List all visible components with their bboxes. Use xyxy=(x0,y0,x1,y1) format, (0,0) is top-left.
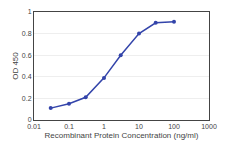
svg-text:0.8: 0.8 xyxy=(22,30,32,37)
svg-text:0: 0 xyxy=(28,116,32,123)
svg-text:0.01: 0.01 xyxy=(27,123,41,130)
svg-text:0.4: 0.4 xyxy=(22,73,32,80)
svg-text:0.1: 0.1 xyxy=(64,123,74,130)
svg-text:0.6: 0.6 xyxy=(22,52,32,59)
svg-text:OD 450: OD 450 xyxy=(11,52,20,80)
svg-text:100: 100 xyxy=(168,123,180,130)
svg-text:10: 10 xyxy=(135,123,143,130)
svg-text:0.2: 0.2 xyxy=(22,95,32,102)
svg-text:1: 1 xyxy=(28,8,32,15)
svg-text:Recombinant Protein Concentrat: Recombinant Protein Concentration (ng/ml… xyxy=(45,131,199,140)
svg-text:1000: 1000 xyxy=(201,123,217,130)
svg-text:1: 1 xyxy=(102,123,106,130)
